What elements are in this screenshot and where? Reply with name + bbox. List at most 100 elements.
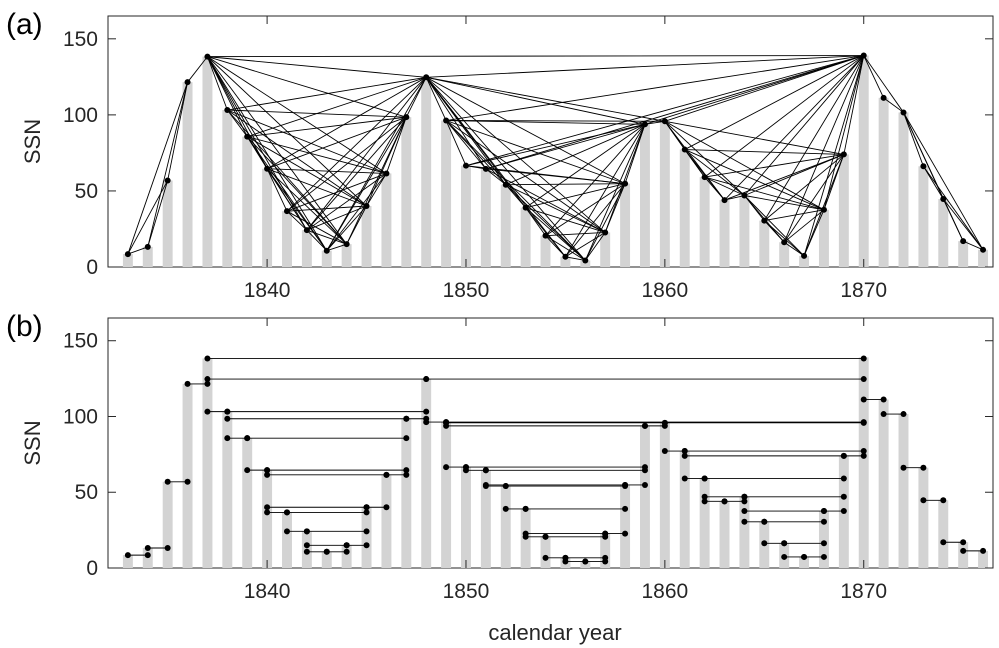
link-end-1853 [522, 530, 529, 537]
link-1837-1847 [207, 56, 407, 118]
bar-1848 [421, 379, 432, 568]
node-1870 [860, 52, 867, 59]
node-1841 [283, 208, 290, 215]
link-end-1836 [184, 380, 191, 387]
link-1842-1846 [306, 173, 387, 231]
link-1864-1867 [744, 195, 805, 257]
link-1866-1867 [783, 241, 805, 257]
link-1848-1849 [425, 77, 447, 121]
link-1848-1851 [425, 77, 487, 170]
link-1858-1859 [624, 124, 646, 184]
y-axis-label: SSN [20, 420, 45, 465]
bar-1864 [739, 496, 750, 568]
y-tick-label: 50 [75, 180, 98, 203]
link-1833-1836 [127, 82, 188, 255]
link-1849-1858 [445, 120, 626, 185]
link-1855-1858 [565, 183, 626, 258]
link-1842-1847 [306, 116, 407, 231]
link-end-1858 [622, 481, 629, 488]
link-1852-1856 [505, 184, 586, 261]
link-1852-1859 [505, 123, 646, 186]
link-1865-1867 [763, 220, 805, 257]
link-end-1839 [244, 467, 251, 474]
bar-1859 [639, 124, 650, 267]
bar-1855 [560, 256, 571, 267]
bar-1868 [818, 209, 829, 267]
link-end-1859 [641, 422, 648, 429]
link-end-1859 [641, 467, 648, 474]
link-1835-1836 [167, 82, 188, 181]
link-end-1837 [204, 355, 211, 362]
link-1840-1843 [266, 168, 328, 251]
link-end-1866 [781, 540, 788, 547]
link-end-1838 [224, 435, 231, 442]
link-1849-1859 [446, 120, 645, 125]
x-tick-label: 1860 [641, 580, 688, 603]
link-1843-1848 [326, 77, 427, 251]
link-1843-1844 [326, 243, 347, 252]
link-1856-1857 [584, 232, 606, 261]
link-1834-1835 [147, 180, 169, 248]
link-1839-1843 [246, 136, 328, 251]
link-1861-1864 [684, 149, 745, 196]
link-1854-1858 [545, 183, 626, 237]
link-1840-1846 [267, 168, 387, 174]
link-1837-1870 [207, 55, 864, 58]
link-end-1839 [244, 435, 251, 442]
link-1842-1845 [306, 205, 367, 231]
bar-1859 [639, 425, 650, 568]
link-end-1845 [363, 509, 370, 516]
link-end-1866 [781, 553, 788, 560]
bar-1836 [182, 383, 193, 568]
link-end-1840 [264, 509, 271, 516]
link-1851-1858 [485, 168, 626, 185]
link-end-1873 [920, 497, 927, 504]
link-1849-1851 [445, 120, 487, 170]
bar-1857 [600, 533, 611, 568]
link-1867-1870 [803, 55, 865, 257]
bar-1840 [262, 470, 273, 568]
link-end-1860 [661, 419, 668, 426]
link-1837-1844 [207, 56, 348, 245]
bar-1876 [978, 249, 989, 267]
bar-1869 [838, 154, 849, 267]
link-end-1857 [602, 558, 609, 565]
bar-1847 [401, 418, 412, 568]
node-1839 [244, 133, 251, 140]
node-1838 [224, 107, 231, 114]
link-end-1854 [542, 554, 549, 561]
link-1851-1870 [485, 55, 864, 170]
link-end-1840 [264, 467, 271, 474]
link-1837-1848 [207, 56, 427, 78]
link-end-1869 [840, 475, 847, 482]
link-end-1870 [860, 448, 867, 455]
link-1840-1842 [266, 168, 308, 231]
bar-1846 [381, 173, 392, 267]
node-1850 [462, 162, 469, 169]
link-end-1870 [860, 376, 867, 383]
link-1853-1857 [525, 207, 606, 233]
link-end-1873 [920, 464, 927, 471]
link-end-1858 [622, 505, 629, 512]
link-1862-1864 [704, 176, 745, 196]
link-end-1855 [562, 554, 569, 561]
link-end-1872 [900, 464, 907, 471]
link-1848-1855 [425, 77, 566, 258]
bar-1848 [421, 77, 432, 268]
link-end-1845 [363, 542, 370, 549]
bar-1868 [818, 511, 829, 568]
link-1848-1858 [425, 76, 626, 185]
bar-1850 [461, 165, 471, 267]
link-1838-1839 [226, 109, 248, 137]
link-1862-1869 [704, 153, 844, 178]
link-end-1847 [403, 467, 410, 474]
bar-1873 [918, 166, 929, 267]
link-end-1842 [303, 548, 310, 555]
node-1846 [383, 170, 390, 177]
link-end-1865 [761, 518, 768, 525]
link-1859-1870 [644, 55, 864, 125]
link-end-1853 [522, 505, 529, 512]
bar-1858 [620, 183, 631, 267]
y-tick-label: 0 [86, 256, 98, 279]
node-1835 [164, 177, 171, 184]
